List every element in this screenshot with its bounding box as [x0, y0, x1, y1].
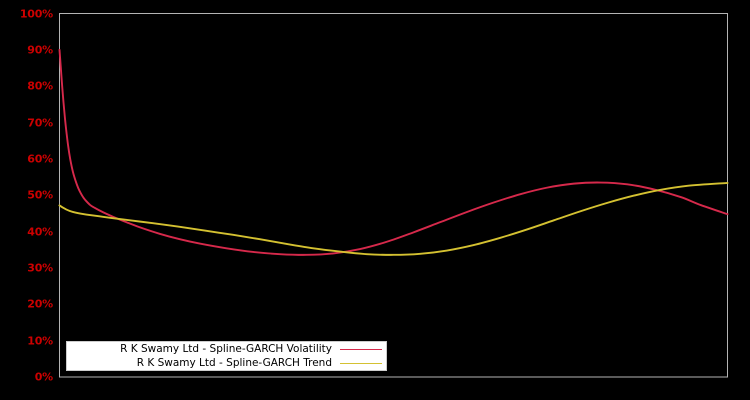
legend-label-volatility: R K Swamy Ltd - Spline-GARCH Volatility	[120, 342, 332, 355]
legend-item-trend[interactable]: R K Swamy Ltd - Spline-GARCH Trend	[67, 356, 382, 370]
y-tick-label: 20%	[27, 297, 53, 311]
legend-swatch-volatility	[340, 348, 382, 350]
y-axis-tick-labels: 100% 90% 80% 70% 60% 50% 40% 30% 20% 10% 0%	[0, 0, 53, 400]
y-tick-label: 0%	[34, 370, 53, 384]
y-tick-label: 80%	[27, 79, 53, 93]
series-line-volatility	[58, 48, 729, 256]
chart-legend[interactable]: R K Swamy Ltd - Spline-GARCH Volatility …	[66, 341, 387, 371]
y-tick-label: 60%	[27, 152, 53, 166]
y-tick-label: 90%	[27, 43, 53, 57]
y-tick-label: 70%	[27, 116, 53, 130]
y-tick-label: 40%	[27, 225, 53, 239]
y-tick-label: 30%	[27, 261, 53, 275]
y-tick-label: 100%	[19, 7, 53, 20]
y-tick-label: 10%	[27, 334, 53, 348]
legend-item-volatility[interactable]: R K Swamy Ltd - Spline-GARCH Volatility	[67, 342, 382, 356]
legend-label-trend: R K Swamy Ltd - Spline-GARCH Trend	[136, 356, 332, 369]
series-line-trend	[58, 181, 729, 256]
plot-frame	[59, 13, 728, 378]
y-tick-label: 50%	[27, 188, 53, 202]
legend-swatch-trend	[340, 362, 382, 364]
